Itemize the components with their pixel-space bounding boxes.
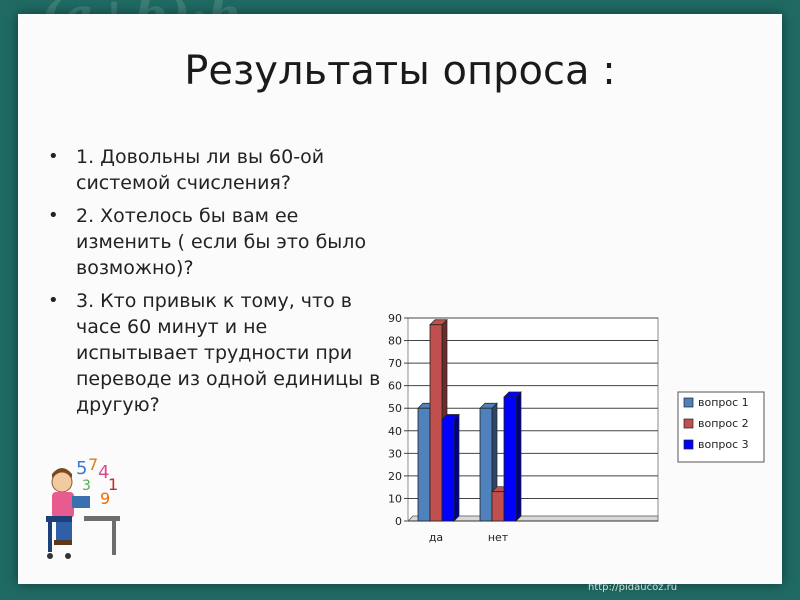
legend-label: вопрос 1 [698, 396, 749, 409]
svg-text:9: 9 [100, 489, 110, 508]
bar-side [515, 391, 522, 522]
y-tick-label: 70 [388, 357, 402, 370]
question-item: 2. Хотелось бы вам ее изменить ( если бы… [48, 203, 388, 281]
x-tick-label: да [429, 531, 443, 544]
question-item: 1. Довольны ли вы 60-ой системой счислен… [48, 144, 388, 196]
student-clipart: 5 7 4 3 1 9 [46, 455, 120, 559]
bar [491, 491, 505, 522]
svg-text:4: 4 [98, 462, 109, 483]
y-tick-label: 20 [388, 470, 402, 483]
survey-chart: 0 10 20 30 40 50 60 70 80 90 да нет вопрос 1 вопрос 2… [368, 306, 778, 556]
legend-label: вопрос 3 [698, 438, 749, 451]
y-tick-label: 40 [388, 425, 402, 438]
question-list: 1. Довольны ли вы 60-ой системой счислен… [48, 144, 388, 425]
y-tick-label: 60 [388, 380, 402, 393]
y-tick-label: 10 [388, 492, 402, 505]
legend-swatch [683, 418, 694, 429]
y-tick-label: 0 [395, 515, 402, 528]
svg-text:5: 5 [76, 458, 87, 479]
chart-svg: 0 10 20 30 40 50 60 70 80 90 да нет вопрос 1 вопрос 2… [388, 312, 765, 544]
question-item: 3. Кто привык к тому, что в часе 60 мину… [48, 288, 388, 418]
y-tick-label: 90 [388, 312, 402, 325]
bar [479, 407, 493, 522]
x-tick-label: нет [488, 531, 509, 544]
y-tick-label: 80 [388, 335, 402, 348]
bar [429, 324, 443, 522]
svg-text:1: 1 [108, 475, 118, 494]
legend-label: вопрос 2 [698, 417, 749, 430]
page-title: Результаты опроса : [184, 48, 616, 94]
svg-text:3: 3 [82, 478, 91, 494]
legend-swatch [683, 397, 694, 408]
bar-side [453, 413, 460, 522]
bar [441, 419, 455, 522]
bar [503, 396, 517, 522]
bar [417, 407, 431, 522]
y-tick-label: 50 [388, 402, 402, 415]
svg-text:7: 7 [88, 455, 98, 474]
footer-url: http://pidaucoz.ru [588, 582, 678, 593]
y-tick-label: 30 [388, 447, 402, 460]
legend-swatch [683, 439, 694, 450]
